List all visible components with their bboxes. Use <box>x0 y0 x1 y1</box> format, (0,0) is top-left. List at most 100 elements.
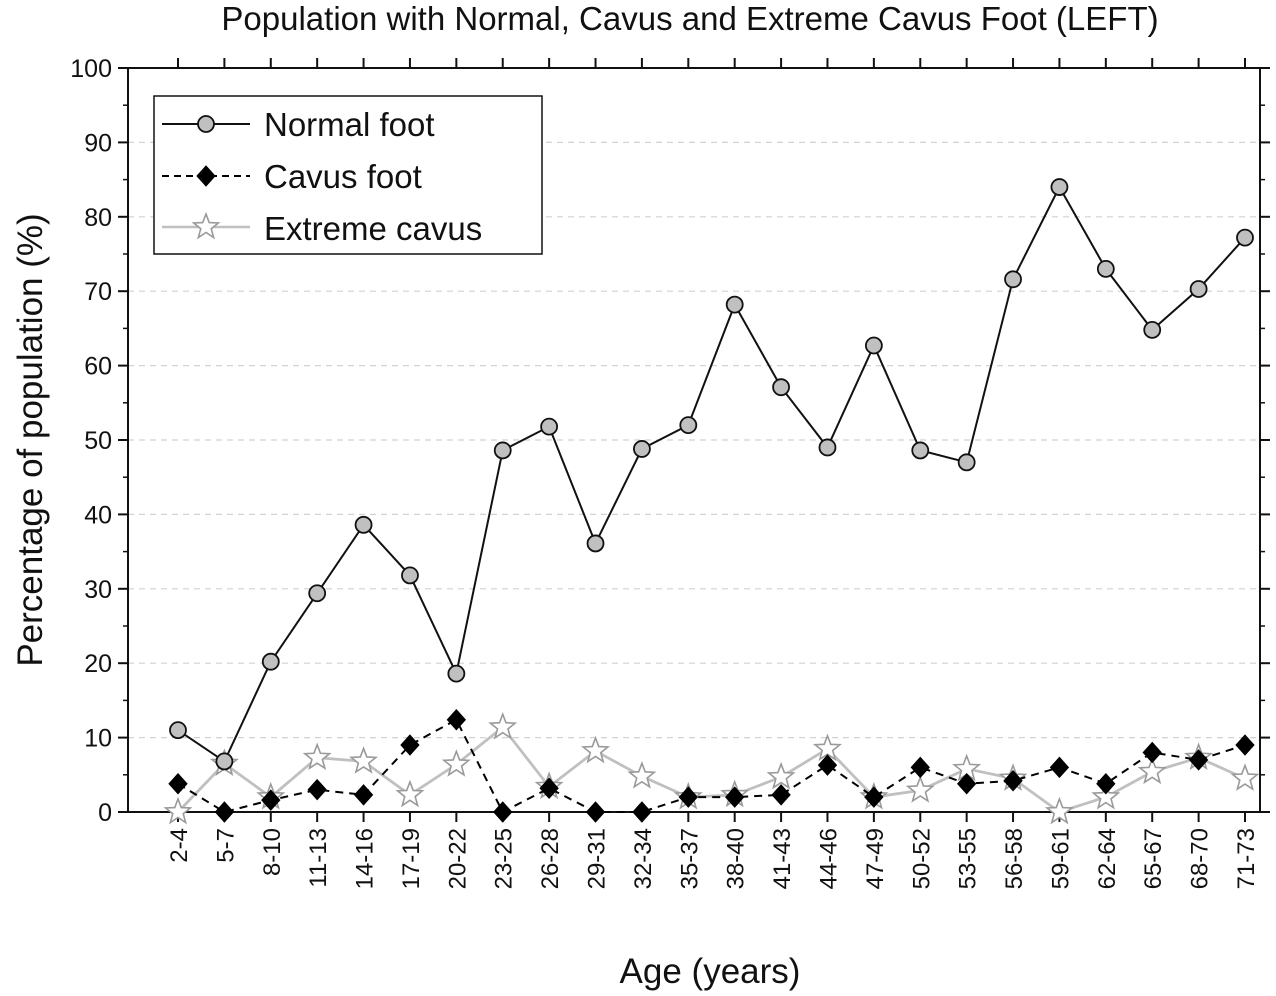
y-tick-label: 70 <box>84 278 112 306</box>
legend-label-cavus-foot: Cavus foot <box>264 158 422 195</box>
data-point <box>1142 741 1162 764</box>
data-point <box>1091 781 1121 810</box>
data-point <box>493 801 513 823</box>
data-point <box>771 784 791 806</box>
x-tick-label: 23-25 <box>491 828 518 889</box>
data-point <box>725 786 745 808</box>
x-tick-label: 41-43 <box>769 828 796 889</box>
data-point <box>772 378 790 397</box>
data-point <box>1235 734 1255 756</box>
legend-marker-cavus-foot <box>196 165 216 187</box>
y-tick-label: 0 <box>98 799 112 827</box>
data-point <box>169 721 187 740</box>
data-point <box>163 796 193 825</box>
data-point <box>1044 796 1074 825</box>
x-tick-label: 65-67 <box>1140 828 1167 889</box>
data-point <box>401 566 419 585</box>
data-point <box>633 440 651 458</box>
data-point <box>586 534 605 553</box>
data-point <box>214 801 235 823</box>
y-tick-label: 30 <box>84 576 112 604</box>
y-tick-label: 60 <box>84 353 112 381</box>
x-tick-label: 11-13 <box>305 828 332 888</box>
y-tick-label: 50 <box>84 427 112 455</box>
x-tick-label: 47-49 <box>862 828 889 889</box>
data-point <box>308 584 327 603</box>
data-point <box>1143 320 1162 339</box>
x-tick-label: 38-40 <box>723 828 750 889</box>
series-cavus-foot <box>168 708 1255 823</box>
legend-label-normal-foot: Normal foot <box>264 106 435 143</box>
data-point <box>1230 763 1260 791</box>
series-extreme-cavus <box>163 711 1260 825</box>
data-point <box>1188 749 1209 771</box>
data-point <box>488 711 518 740</box>
data-point <box>446 708 467 731</box>
data-point <box>1236 228 1254 247</box>
data-point <box>627 761 657 789</box>
data-point <box>679 416 698 435</box>
x-tick-label: 32-34 <box>630 828 657 889</box>
data-point <box>307 778 327 801</box>
x-tick-label: 68-70 <box>1187 828 1214 889</box>
data-point <box>540 417 559 436</box>
data-point <box>261 789 281 811</box>
y-tick-label: 20 <box>84 650 112 678</box>
x-tick-label: 44-46 <box>815 828 842 889</box>
x-tick-label: 29-31 <box>584 828 611 889</box>
data-point <box>493 441 512 460</box>
data-point <box>585 801 606 823</box>
data-point <box>864 786 884 808</box>
data-point <box>818 438 837 457</box>
data-point <box>302 742 332 771</box>
series-layer <box>163 178 1260 825</box>
data-point <box>1004 270 1022 289</box>
y-axis-label: Percentage of population (%) <box>11 213 50 666</box>
data-point <box>441 749 471 777</box>
x-tick-label: 35-37 <box>676 828 703 889</box>
data-point <box>1050 178 1069 196</box>
data-point <box>581 735 611 764</box>
data-point <box>817 754 838 776</box>
data-point <box>678 786 698 808</box>
x-tick-label: 2-4 <box>166 828 193 863</box>
legend-marker-normal-foot <box>197 115 215 133</box>
y-tick-label: 40 <box>84 501 112 529</box>
x-axis: 2-4 5-7 8-10 11-13 14-16 17-19 20-22 23-25 26-28… <box>166 58 1260 889</box>
data-point <box>261 652 280 671</box>
x-tick-label: 8-10 <box>259 828 286 876</box>
data-point <box>400 734 420 756</box>
data-point <box>353 784 374 806</box>
data-point <box>632 801 652 823</box>
x-tick-label: 56-58 <box>1001 828 1028 889</box>
x-tick-label: 53-55 <box>955 828 982 889</box>
data-point <box>864 336 883 355</box>
x-tick-label: 20-22 <box>444 828 471 889</box>
series-normal-foot <box>169 178 1254 771</box>
data-point <box>354 515 373 534</box>
data-point <box>725 295 744 314</box>
y-tick-label: 90 <box>84 129 112 157</box>
series-line-cavus-foot <box>177 718 1246 814</box>
data-point <box>1096 772 1116 795</box>
x-tick-label: 26-28 <box>537 828 564 889</box>
x-tick-label: 59-61 <box>1047 828 1074 889</box>
legend-marker-extreme-cavus <box>191 211 221 240</box>
series-line-normal-foot <box>177 184 1246 763</box>
y-tick-label: 80 <box>84 204 112 232</box>
data-point <box>349 746 379 774</box>
data-point <box>910 756 930 779</box>
data-point <box>1049 756 1070 779</box>
y-axis: 0 10 20 30 40 50 60 70 80 90 100 <box>70 55 1270 827</box>
x-tick-label: 62-64 <box>1094 828 1121 889</box>
data-point <box>905 775 935 803</box>
legend: Normal foot Cavus foot Extreme cavus <box>153 95 543 255</box>
data-point <box>1137 756 1167 785</box>
data-point <box>766 761 796 790</box>
legend-label-extreme-cavus: Extreme cavus <box>264 210 482 247</box>
chart-title: Population with Normal, Cavus and Extrem… <box>221 0 1158 37</box>
x-axis-label: Age (years) <box>620 952 801 991</box>
data-point <box>395 779 425 808</box>
data-point <box>215 752 234 771</box>
